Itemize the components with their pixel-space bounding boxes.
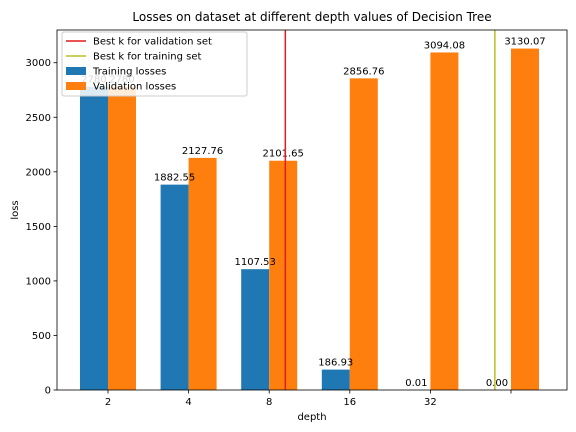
bar-training-0 [80, 86, 108, 391]
data-label-validation-4: 3094.08 [424, 40, 465, 51]
legend-patch-3 [66, 82, 86, 90]
x-tick-label-1: 4 [185, 397, 191, 408]
y-tick-label-2500: 2500 [26, 113, 51, 124]
y-tick-label-3000: 3000 [26, 58, 51, 69]
data-label-training-3: 186.93 [318, 358, 353, 369]
legend-label-2: Training losses [92, 67, 166, 78]
legend: Best k for validation set Best k for trai… [61, 31, 248, 97]
y-axis-label: loss [10, 200, 21, 219]
x-tick-label-0: 2 [105, 397, 111, 408]
bar-training-1 [160, 184, 189, 390]
x-tick-label-4: 32 [424, 397, 437, 408]
data-label-validation-1: 2127.76 [182, 146, 223, 157]
data-label-training-1: 1882.55 [154, 173, 195, 184]
data-label-validation-2: 2101.65 [263, 149, 304, 160]
y-tick-label-1500: 1500 [26, 222, 51, 233]
x-tick-label-2: 8 [266, 397, 272, 408]
bar-training-3 [321, 369, 350, 390]
bar-validation-0 [108, 86, 136, 391]
legend-patch-2 [66, 67, 86, 75]
y-tick-label-2000: 2000 [26, 167, 51, 178]
chart-title: Losses on dataset at different depth val… [132, 10, 491, 24]
plot-area: 278027801882.552127.761107.532101.65186.… [26, 29, 568, 408]
legend-label-0: Best k for validation set [93, 37, 212, 48]
data-label-training-5: 0.00 [486, 378, 508, 389]
data-label-training-2: 1107.53 [235, 257, 276, 268]
y-tick-label-1000: 1000 [26, 276, 51, 287]
bar-validation-3 [349, 78, 378, 390]
data-label-training-4: 0.01 [405, 378, 427, 389]
x-axis-label: depth [297, 412, 326, 423]
bar-validation-5 [511, 48, 539, 391]
bar-validation-4 [430, 52, 459, 391]
plot-frame [56, 29, 568, 391]
y-tick-label-500: 500 [32, 331, 51, 342]
data-label-validation-3: 2856.76 [343, 66, 384, 77]
y-tick-label-0: 0 [45, 386, 51, 397]
legend-label-1: Best k for training set [93, 52, 202, 63]
bar-validation-2 [269, 160, 298, 390]
bar-validation-1 [188, 157, 217, 390]
x-tick-label-3: 16 [343, 397, 356, 408]
bar-training-2 [241, 269, 270, 390]
legend-label-3: Validation losses [93, 82, 176, 93]
legend-box [61, 31, 248, 97]
data-label-validation-5: 3130.07 [504, 37, 545, 48]
